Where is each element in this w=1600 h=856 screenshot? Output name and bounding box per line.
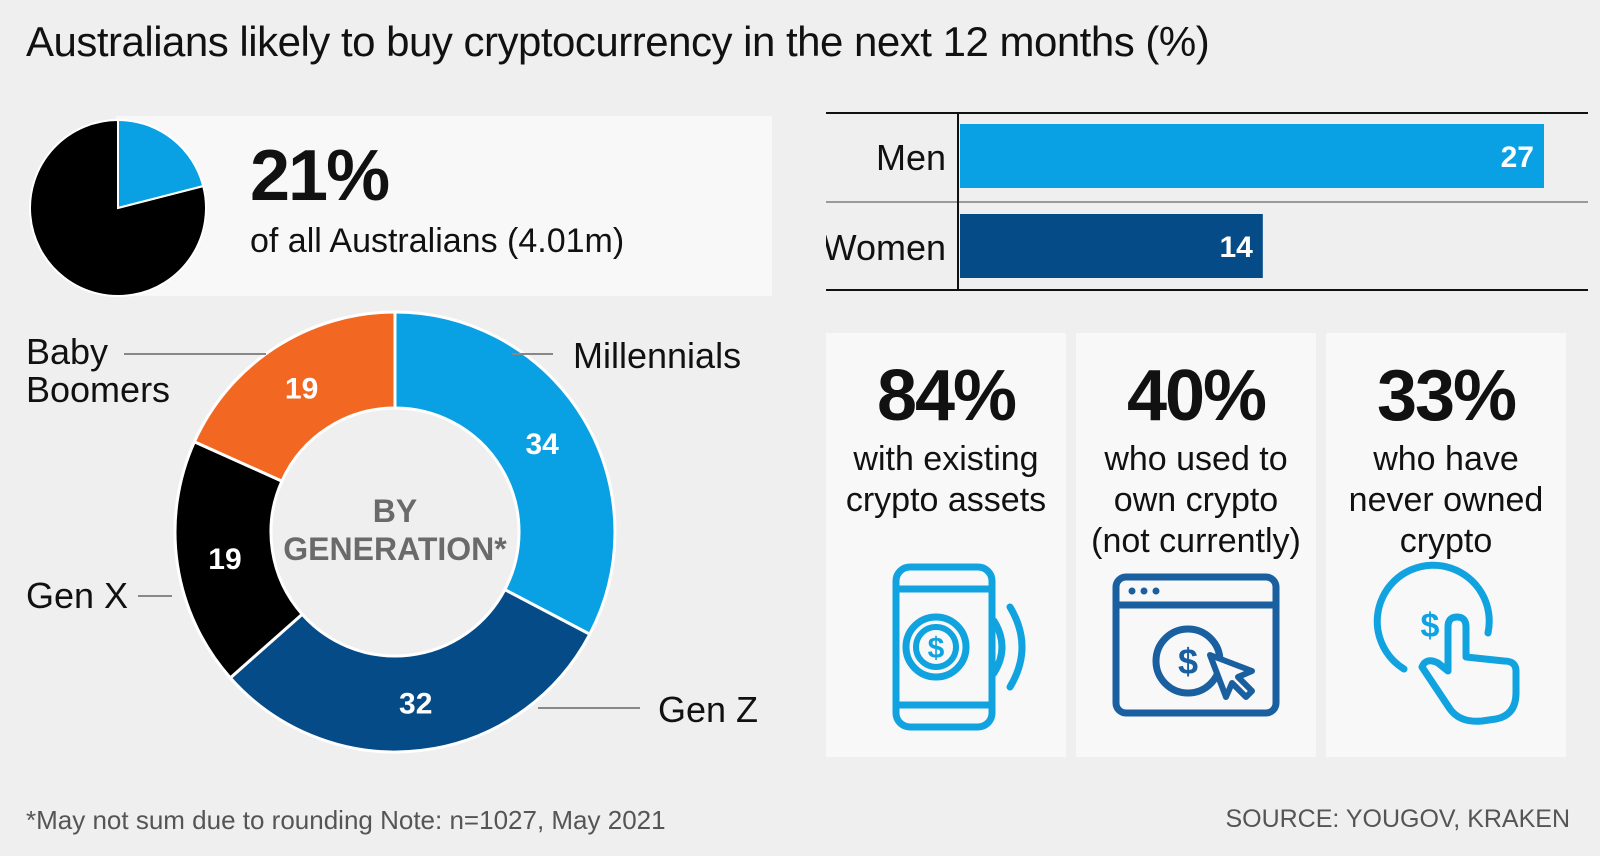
donut-label-baby-boomers: Baby Boomers	[26, 331, 170, 410]
generation-donut-chart: 34 Millennials 32 Gen Z 19 Gen X 19 Baby Boomers…	[26, 310, 758, 754]
bar-label-men: Men	[876, 137, 946, 178]
donut-center-label: GENERATION*	[283, 531, 507, 567]
chart-title: Australians likely to buy cryptocurrency…	[26, 18, 1210, 65]
donut-value-gen-z: 32	[399, 688, 432, 721]
headline-percentage: 21%	[250, 136, 390, 216]
pie-slice-likely	[117, 118, 205, 210]
headline-panel	[116, 116, 772, 296]
stat-value: 84%	[876, 356, 1017, 436]
donut-slice-baby-boomers	[192, 310, 397, 484]
donut-value-baby-boomers: 19	[285, 373, 318, 406]
donut-hole	[273, 410, 517, 654]
stat-card-former: 40% who used to own crypto (not currentl…	[1076, 333, 1316, 757]
stat-description: who used to own crypto (not currently)	[1091, 440, 1301, 560]
svg-text:$: $	[1178, 641, 1198, 682]
donut-slice-gen-x	[173, 439, 305, 681]
donut-slice-millennials	[393, 310, 617, 637]
headline-description: of all Australians (4.01m)	[250, 222, 625, 260]
stat-value: 33%	[1376, 356, 1517, 436]
bar-women	[960, 214, 1263, 278]
donut-label-gen-z: Gen Z	[658, 689, 758, 730]
source-credit: SOURCE: YOUGOV, KRAKEN	[1225, 805, 1570, 833]
stat-card-never: 33% who have never owned crypto $	[1326, 333, 1566, 757]
stat-description: with existing crypto assets	[845, 440, 1047, 519]
donut-slice-gen-z	[228, 587, 592, 754]
footnote: *May not sum due to rounding Note: n=102…	[26, 805, 666, 835]
donut-label-millennials: Millennials	[573, 335, 741, 376]
stat-value: 40%	[1126, 356, 1267, 436]
gender-bar-chart: Men 27 Women 14	[826, 112, 1588, 291]
donut-center-label: BY	[373, 493, 417, 529]
donut-value-millennials: 34	[526, 428, 560, 461]
phone-dollar-icon: $	[892, 563, 1026, 731]
bar-value-men: 27	[1501, 141, 1534, 174]
overall-pie-chart	[29, 118, 207, 297]
browser-dollar-cursor-icon: $	[1112, 573, 1280, 717]
bar-men	[960, 124, 1544, 188]
pie-slice-other	[29, 118, 207, 297]
svg-text:$: $	[1421, 607, 1440, 645]
bar-label-women: Women	[826, 227, 946, 268]
donut-label-gen-x: Gen X	[26, 575, 128, 616]
bar-value-women: 14	[1219, 231, 1253, 264]
hand-tap-dollar-icon: $	[1373, 561, 1520, 725]
svg-text:$: $	[928, 632, 945, 665]
stat-card-existing: 84% with existing crypto assets $	[826, 333, 1066, 757]
stat-description: who have never owned crypto	[1348, 440, 1544, 560]
donut-value-gen-x: 19	[208, 543, 241, 576]
